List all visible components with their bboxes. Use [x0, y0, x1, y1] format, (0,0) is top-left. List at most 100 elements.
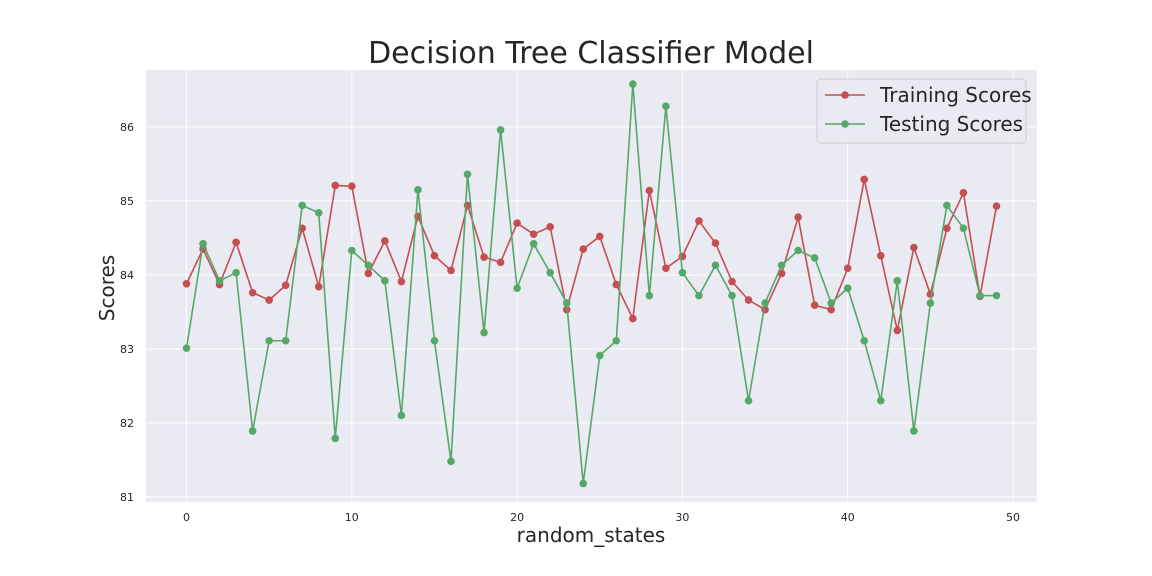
x-tick-label: 10 [345, 511, 359, 524]
data-point [248, 427, 257, 435]
data-point [843, 284, 852, 293]
legend: Training Scores Testing Scores [816, 78, 1032, 144]
data-point [281, 281, 290, 290]
data-point [827, 299, 835, 307]
data-point [860, 336, 869, 345]
data-point [397, 277, 406, 286]
y-tick-label: 82 [120, 417, 134, 430]
data-point [695, 291, 703, 300]
data-point [926, 299, 935, 307]
y-axis-label: Scores [95, 255, 119, 321]
series-line-1 [185, 83, 997, 484]
data-point [496, 126, 505, 134]
data-point [265, 296, 273, 304]
series-group [182, 80, 1001, 488]
data-point [281, 336, 290, 345]
data-point [976, 291, 984, 300]
data-point [876, 396, 885, 405]
legend-label: Training Scores [879, 83, 1032, 107]
data-point [794, 246, 802, 255]
data-point [381, 237, 389, 245]
data-point [662, 102, 670, 111]
data-point [513, 284, 521, 293]
data-point [314, 282, 323, 291]
x-axis-label: random_states [517, 523, 666, 547]
data-point [199, 240, 207, 248]
data-point [645, 186, 654, 195]
tick-labels: 0 10 20 30 40 50 81 82 83 84 85 86 [120, 121, 1020, 524]
data-point [579, 479, 588, 488]
data-point [463, 170, 472, 179]
data-point [992, 202, 1001, 210]
series-line-0 [185, 179, 998, 331]
data-point [943, 224, 951, 233]
data-point [248, 288, 257, 297]
data-point [843, 264, 852, 273]
data-point [959, 188, 968, 197]
data-point [381, 277, 389, 285]
data-point [331, 434, 340, 443]
y-tick-label: 83 [120, 343, 134, 356]
data-point [827, 305, 835, 314]
data-point [215, 277, 224, 285]
chart-title: Decision Tree Classifier Model [368, 36, 814, 71]
x-tick-label: 50 [1006, 511, 1020, 524]
y-tick-label: 86 [120, 121, 134, 134]
x-tick-label: 20 [510, 511, 524, 524]
data-point [480, 328, 488, 337]
data-point [298, 201, 307, 210]
data-point [430, 336, 439, 345]
data-point [546, 223, 554, 231]
data-point [728, 277, 736, 286]
data-point [662, 264, 670, 273]
data-point [595, 351, 604, 360]
y-tick-label: 84 [120, 269, 134, 282]
data-point [629, 80, 637, 88]
data-point [744, 296, 753, 304]
data-point [529, 230, 538, 239]
legend-label: Testing Scores [879, 112, 1023, 136]
data-point [430, 251, 439, 260]
data-point [513, 219, 521, 227]
x-tick-label: 30 [675, 511, 689, 524]
legend-box [816, 78, 1027, 144]
x-tick-label: 40 [841, 511, 855, 524]
data-point [612, 280, 621, 289]
data-point [496, 258, 505, 267]
data-point [959, 224, 968, 233]
legend-swatch-marker [841, 120, 849, 128]
data-point [182, 279, 191, 288]
legend-swatch-marker [841, 91, 849, 99]
x-tick-label: 0 [183, 511, 190, 524]
data-point [348, 182, 356, 190]
data-point [910, 427, 918, 435]
data-point [711, 261, 720, 270]
data-point [447, 266, 455, 275]
data-point [761, 299, 769, 307]
data-point [546, 268, 554, 277]
data-point [331, 181, 340, 190]
data-point [728, 291, 736, 300]
data-point [562, 299, 571, 307]
data-point [397, 411, 406, 420]
data-point [447, 457, 455, 466]
data-point [529, 240, 538, 248]
data-point [678, 268, 687, 277]
data-point [314, 208, 323, 217]
data-point [232, 268, 240, 277]
data-point [232, 238, 240, 247]
data-point [777, 261, 786, 270]
y-tick-label: 81 [120, 491, 134, 504]
y-tick-label: 85 [120, 195, 134, 208]
data-point [876, 251, 885, 260]
data-point [629, 314, 637, 323]
data-point [480, 253, 488, 261]
data-point [860, 175, 869, 184]
data-point [893, 326, 902, 335]
data-point [794, 213, 802, 222]
data-point [579, 245, 588, 253]
data-point [910, 243, 918, 252]
data-point [364, 269, 373, 278]
data-point [612, 336, 621, 345]
